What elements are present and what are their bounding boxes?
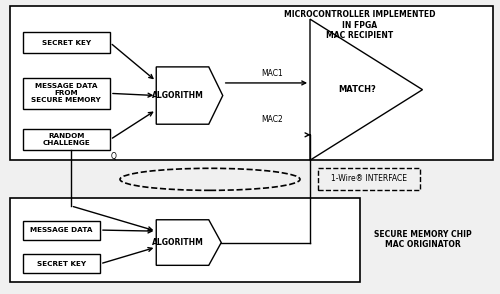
Text: SECURE MEMORY CHIP
MAC ORIGINATOR: SECURE MEMORY CHIP MAC ORIGINATOR [374, 230, 472, 249]
Bar [22, 220, 100, 240]
Polygon shape [310, 19, 422, 160]
Bar [22, 78, 110, 109]
Text: MESSAGE DATA
FROM
SECURE MEMORY: MESSAGE DATA FROM SECURE MEMORY [32, 83, 101, 103]
Bar [22, 254, 100, 273]
Text: SECRET KEY: SECRET KEY [36, 261, 86, 267]
Bar [22, 129, 110, 150]
Bar [22, 32, 110, 53]
Text: ALGORITHM: ALGORITHM [152, 91, 204, 100]
Bar [318, 168, 420, 190]
Text: MAC2: MAC2 [261, 115, 283, 124]
Text: Q: Q [111, 152, 117, 161]
Text: MATCH?: MATCH? [338, 85, 376, 94]
Polygon shape [156, 220, 221, 265]
Text: 1-Wire® INTERFACE: 1-Wire® INTERFACE [331, 174, 407, 183]
Text: MESSAGE DATA: MESSAGE DATA [30, 227, 92, 233]
Ellipse shape [120, 168, 300, 191]
Polygon shape [156, 67, 223, 124]
Bar [10, 6, 492, 160]
Text: SECRET KEY: SECRET KEY [42, 40, 91, 46]
Bar [10, 198, 360, 282]
Text: MICROCONTROLLER IMPLEMENTED
IN FPGA
MAC RECIPIENT: MICROCONTROLLER IMPLEMENTED IN FPGA MAC … [284, 10, 436, 40]
Text: RANDOM
CHALLENGE: RANDOM CHALLENGE [42, 133, 90, 146]
Text: MAC1: MAC1 [261, 69, 283, 78]
Text: ALGORITHM: ALGORITHM [152, 238, 204, 247]
